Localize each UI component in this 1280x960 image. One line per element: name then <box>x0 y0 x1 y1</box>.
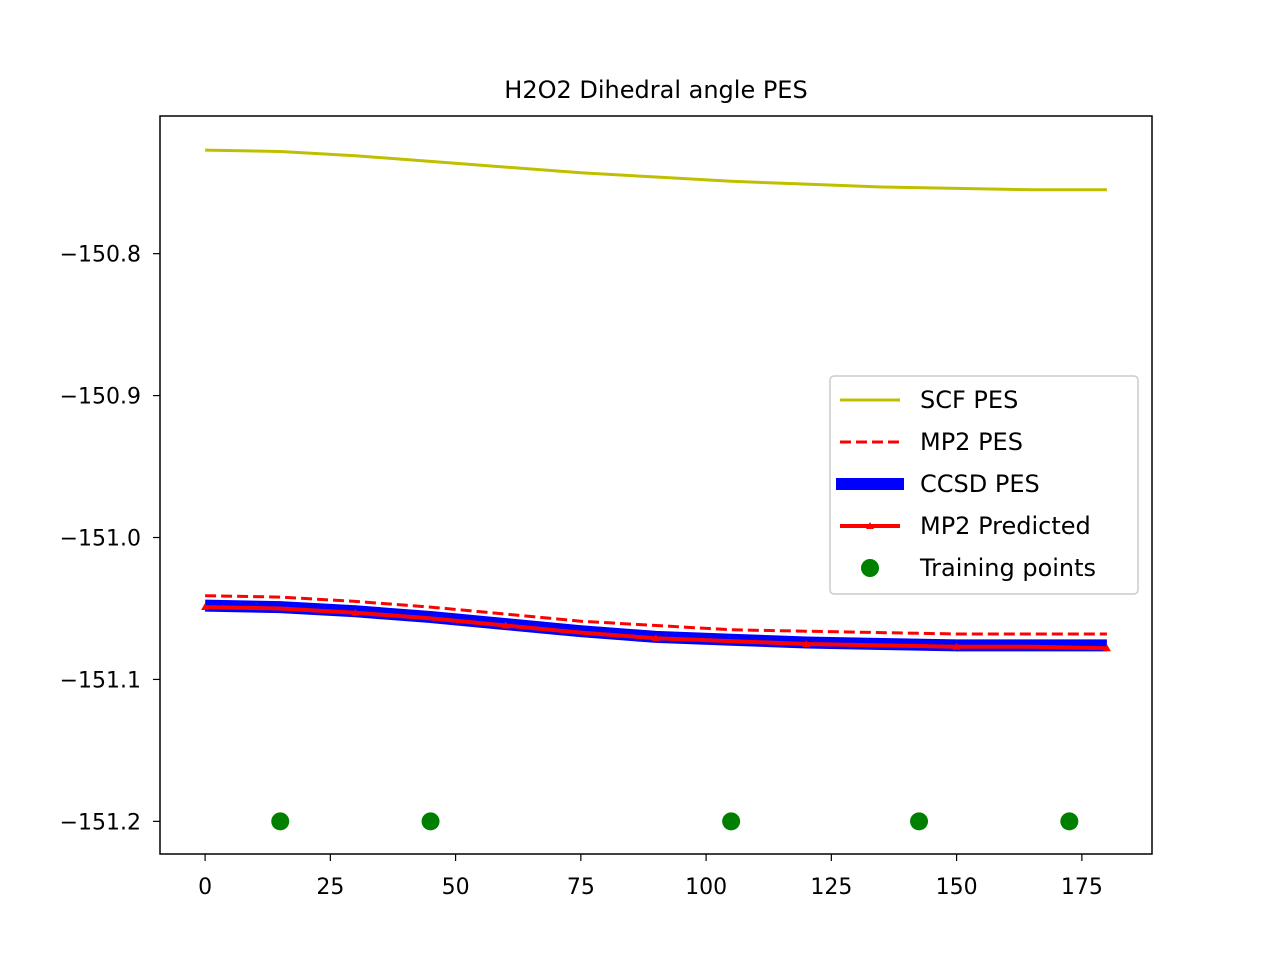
x-tick-label: 25 <box>316 875 344 900</box>
legend-label-mp2-pes: MP2 PES <box>920 428 1023 456</box>
legend-box <box>829 375 1139 595</box>
training-points-point <box>722 812 741 831</box>
chart-title: H2O2 Dihedral angle PES <box>504 76 807 104</box>
training-points-point <box>421 812 440 831</box>
legend: SCF PES MP2 PES CCSD PES MP2 Predicted Train… <box>829 375 1139 595</box>
x-tick-label: 0 <box>198 875 212 900</box>
x-tick-label: 125 <box>810 875 852 900</box>
legend-label-scf-pes: SCF PES <box>920 386 1018 414</box>
scf-pes-line <box>205 148 1107 192</box>
x-tick-label: 50 <box>442 875 470 900</box>
mp2-predicted-marker <box>802 639 811 647</box>
y-tick-label: −151.1 <box>60 668 141 693</box>
y-tick-label: −151.0 <box>60 527 141 552</box>
legend-label-mp2-predicted: MP2 Predicted <box>920 512 1091 540</box>
axes: 0 25 50 75 100 125 150 175 −150.8 −150.9 −151.0 −15… <box>60 243 1103 900</box>
x-tick-label: 175 <box>1061 875 1103 900</box>
y-tick-label: −150.9 <box>60 385 141 410</box>
training-points-point <box>271 812 290 831</box>
training-points-point <box>910 812 929 831</box>
plot-area <box>201 148 1111 831</box>
y-tick-label: −151.2 <box>60 810 141 835</box>
mp2-predicted-marker <box>652 634 660 642</box>
plot-frame <box>159 115 1153 855</box>
mp2-predicted-marker <box>501 621 510 629</box>
x-tick-label: 75 <box>567 875 595 900</box>
training-points-point <box>1060 812 1079 831</box>
y-tick-label: −150.8 <box>60 243 141 268</box>
mp2-predicted-marker <box>952 642 961 650</box>
legend-label-ccsd-pes: CCSD PES <box>920 470 1040 498</box>
legend-marker-mp2-predicted <box>866 522 874 529</box>
x-tick-label: 150 <box>936 875 978 900</box>
mp2-predicted-marker <box>201 603 210 611</box>
x-tick-label: 100 <box>685 875 727 900</box>
mp2-pes-line <box>205 594 1107 636</box>
mp2-predicted-marker <box>351 608 360 616</box>
legend-handle-training-points <box>861 559 879 577</box>
mp2-predicted-marker <box>1102 644 1111 652</box>
legend-label-training-points: Training points <box>919 554 1096 582</box>
